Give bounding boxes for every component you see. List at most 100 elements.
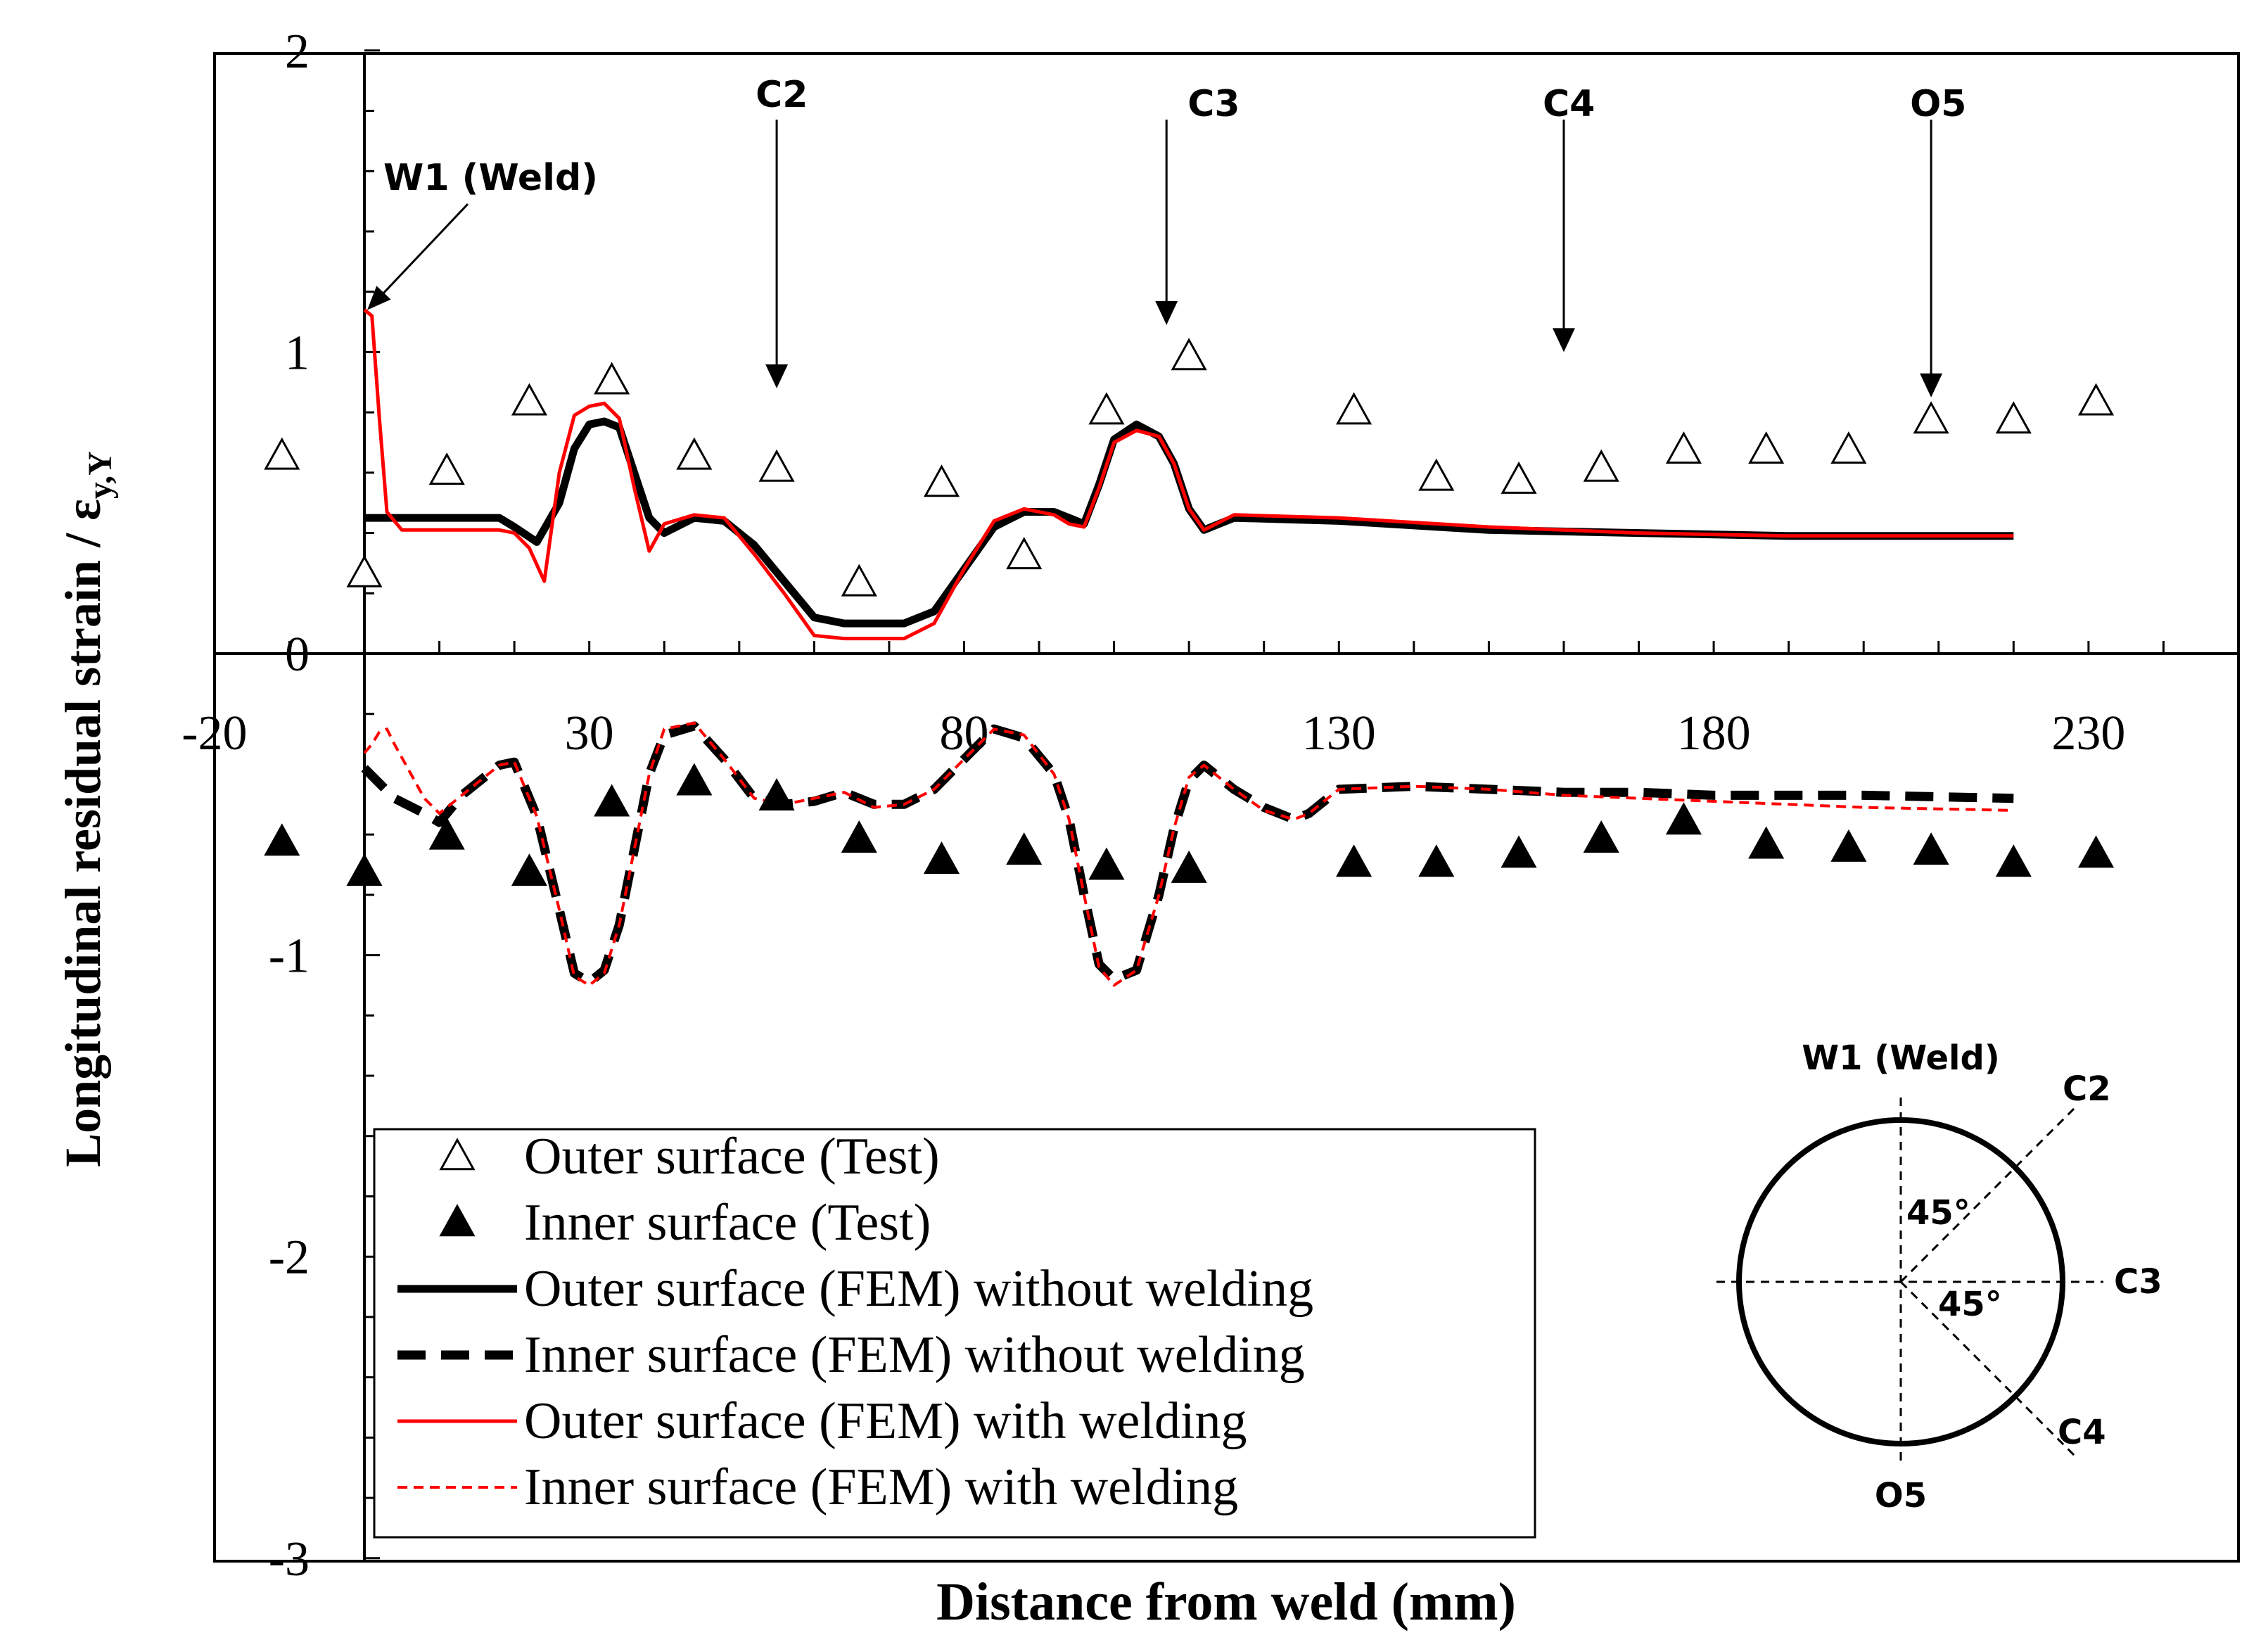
legend-label: Outer surface (FEM) with welding — [524, 1392, 1247, 1450]
annotation-arrowhead — [1155, 300, 1178, 325]
outer-test-point — [923, 464, 960, 497]
outer-test-point — [1748, 431, 1785, 464]
annotation-label: C2 — [756, 74, 808, 116]
legend-label: Inner surface (FEM) with welding — [524, 1458, 1238, 1516]
inner-test-point — [1830, 829, 1867, 862]
inset-label-c4: C4 — [2058, 1413, 2106, 1452]
inner-test-point — [594, 784, 630, 817]
pipe-cross-section-inset: W1 (Weld) C2 C3 C4 O5 45° 45° — [1716, 1038, 2162, 1515]
legend-item: Inner surface (FEM) with welding — [397, 1458, 1238, 1516]
legend-swatch — [439, 1138, 476, 1171]
outer-test-point — [1583, 449, 1619, 482]
legend-items: Outer surface (Test) Inner surface (Test)… — [397, 1128, 1313, 1516]
outer-test-point — [841, 564, 877, 597]
inner-test-point — [1501, 835, 1537, 868]
inner-test-point — [758, 777, 795, 810]
x-tick-label: 80 — [939, 706, 988, 761]
y-tick-label: -2 — [269, 1231, 310, 1285]
inner-test-point — [1088, 847, 1125, 880]
outer-test-point — [1336, 392, 1372, 425]
annotation-label: C4 — [1543, 83, 1595, 125]
outer-test-point — [1665, 431, 1702, 464]
x-tick-label: 130 — [1302, 706, 1376, 761]
legend-label: Outer surface (FEM) without welding — [524, 1260, 1313, 1318]
legend-item: Outer surface (FEM) without welding — [397, 1260, 1313, 1318]
inset-angle-upper: 45° — [1906, 1193, 1970, 1233]
inner-test-point — [511, 853, 547, 886]
location-annotations: W1 (Weld) C2 C3 C4 O5 — [367, 74, 1966, 398]
outer-test-point — [1830, 431, 1867, 464]
outer-test-point — [2077, 383, 2115, 416]
outer-test-point — [1006, 537, 1043, 570]
inset-label-c3: C3 — [2114, 1262, 2162, 1302]
legend-item: Inner surface (Test) — [439, 1194, 931, 1252]
inset-c2-line — [1899, 1106, 2077, 1283]
legend-label: Outer surface (Test) — [524, 1128, 940, 1185]
inner-test-point — [2077, 835, 2115, 868]
outer-test-point — [1913, 401, 1949, 434]
outer-test-point — [511, 383, 547, 416]
inset-angle-lower: 45° — [1938, 1285, 2002, 1324]
annotation-arrowhead — [765, 364, 789, 388]
outer-test-point — [676, 437, 713, 470]
inner-test-point — [1583, 820, 1619, 853]
outer-test-point — [758, 449, 795, 482]
outer-test-point — [1088, 392, 1125, 425]
annotation-arrow — [371, 203, 469, 305]
outer-test-point — [1418, 458, 1455, 491]
inner-test-point — [676, 763, 713, 796]
inner-test-point — [1913, 832, 1949, 865]
outer-test-point — [346, 554, 383, 587]
legend-item: Outer surface (FEM) with welding — [397, 1392, 1247, 1450]
x-tick-label: -20 — [181, 706, 247, 761]
inner-test-point — [264, 823, 300, 856]
x-tick-label: 30 — [565, 706, 614, 761]
outer-test-point — [1995, 401, 2032, 434]
annotation-label: W1 (Weld) — [383, 157, 598, 199]
inner-test-point — [841, 820, 877, 853]
legend: Outer surface (Test) Inner surface (Test)… — [373, 1128, 1536, 1539]
y-tick-label: 0 — [285, 628, 310, 682]
x-tick-label: 230 — [2051, 706, 2125, 761]
y-axis-title-subscript: y,Y — [82, 451, 119, 499]
legend-swatch — [439, 1204, 476, 1237]
inner-test-point — [1418, 844, 1455, 877]
legend-item: Outer surface (Test) — [439, 1128, 940, 1185]
x-axis-title: Distance from weld (mm) — [936, 1572, 1516, 1632]
annotation-arrowhead — [1920, 373, 1943, 398]
legend-box — [373, 1128, 1536, 1539]
y-tick-label: 2 — [285, 25, 310, 79]
fem-series-lines — [361, 308, 2014, 987]
inner-test-point — [1665, 802, 1702, 835]
inset-c4-line — [1899, 1280, 2077, 1458]
y-axis-title-main: Longitudinal residual strain / ε — [55, 499, 111, 1167]
legend-label: Inner surface (Test) — [524, 1194, 931, 1252]
y-axis-title: Longitudinal residual strain / εy,Y — [55, 451, 119, 1167]
inset-label-c2: C2 — [2063, 1069, 2111, 1109]
inset-label-o5: O5 — [1875, 1476, 1927, 1515]
inner-test-point — [346, 853, 383, 886]
y-tick-label: 1 — [285, 326, 310, 380]
inner-test-point — [428, 817, 465, 850]
y-tick-label: -3 — [269, 1532, 310, 1586]
inset-label-w1: W1 (Weld) — [1802, 1038, 2000, 1078]
inner-test-point — [923, 841, 960, 874]
test-series-markers — [264, 338, 2115, 886]
inner-test-point — [1006, 832, 1043, 865]
outer-test-point — [594, 362, 630, 395]
inner-test-point — [1171, 850, 1207, 883]
x-tick-label: 180 — [1677, 706, 1751, 761]
outer-test-point — [1501, 461, 1537, 494]
y-tick-label: -1 — [269, 929, 310, 984]
outer-test-point — [428, 452, 465, 485]
outer-test-point — [1171, 338, 1207, 371]
annotation-arrowhead — [1552, 328, 1575, 352]
legend-item: Inner surface (FEM) without welding — [397, 1326, 1305, 1384]
series-line-5 — [363, 721, 2014, 987]
outer-test-point — [264, 437, 300, 470]
inner-test-point — [1748, 826, 1785, 859]
inner-test-point — [1336, 844, 1372, 877]
annotation-arrowhead — [367, 286, 391, 310]
series-line-4 — [363, 308, 2014, 641]
